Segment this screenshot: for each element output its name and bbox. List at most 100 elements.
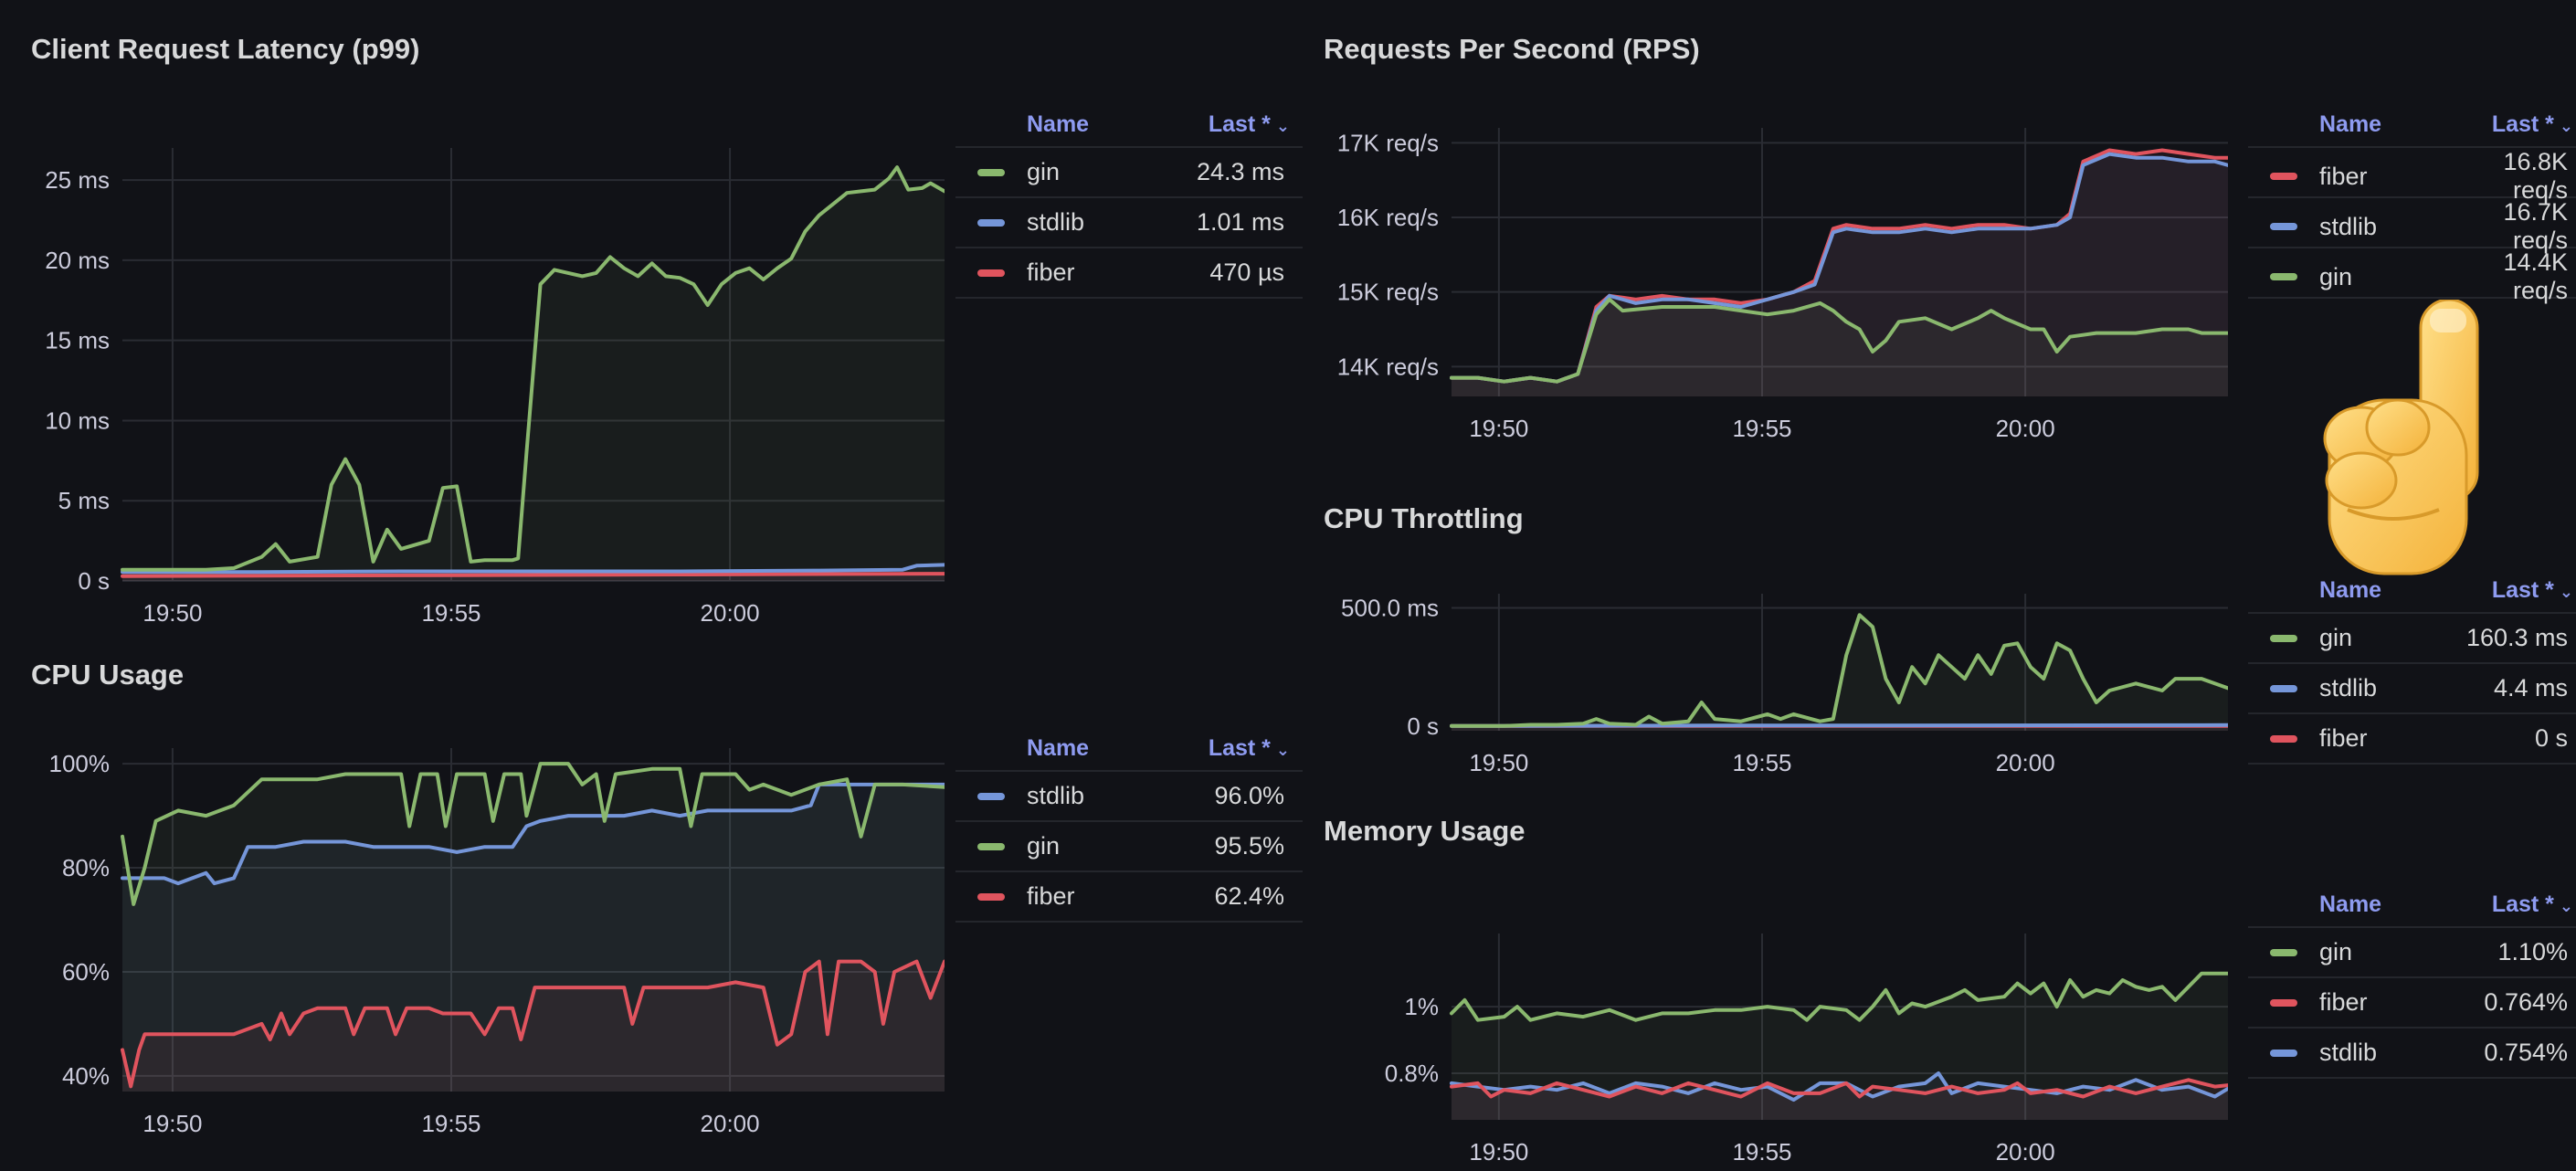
- legend-last-header[interactable]: Last * ⌄: [2491, 891, 2573, 917]
- legend-last-header[interactable]: Last * ⌄: [1208, 734, 1290, 761]
- series-area-fiber: [122, 961, 945, 1092]
- legend-name-header[interactable]: Name: [2319, 576, 2382, 603]
- series-line-gin: [1450, 613, 2228, 728]
- legend-header: Name Last * ⌄: [955, 102, 1303, 146]
- legend-name-header[interactable]: Name: [2319, 891, 2382, 917]
- series-color-swatch: [977, 269, 1005, 277]
- y-tick-label: 0 s: [78, 567, 110, 595]
- legend-row-fiber[interactable]: fiber 0 s: [2248, 712, 2576, 765]
- series-color-swatch: [2270, 734, 2297, 743]
- legend-series-value: 16.7K req/s: [2503, 198, 2568, 254]
- x-tick-label: 19:55: [1732, 1138, 1791, 1166]
- legend-row-gin[interactable]: gin 24.3 ms: [955, 146, 1303, 196]
- legend-row-fiber[interactable]: fiber 0.764%: [2248, 976, 2576, 1027]
- series-color-swatch: [2270, 998, 2297, 1007]
- pointing-hand-icon: [2311, 298, 2503, 596]
- legend-series-value: 160.3 ms: [2465, 624, 2568, 651]
- series-color-swatch: [977, 218, 1005, 227]
- series-area-stdlib: [122, 784, 945, 1092]
- y-tick-label: 5 ms: [58, 487, 110, 514]
- legend-series-value: 1.10%: [2497, 938, 2568, 965]
- legend-series-name: gin: [1027, 832, 1061, 860]
- series-color-swatch: [2270, 173, 2297, 180]
- chevron-down-icon: ⌄: [2559, 116, 2573, 135]
- legend-series-name: stdlib: [2319, 212, 2378, 240]
- legend-series-name: gin: [1027, 158, 1061, 185]
- series-line-fiber: [121, 959, 945, 1089]
- legend-last-header[interactable]: Last * ⌄: [2491, 576, 2573, 603]
- legend-series-name: stdlib: [2319, 1039, 2378, 1066]
- legend-last-header[interactable]: Last * ⌄: [2491, 111, 2573, 137]
- legend-row-fiber[interactable]: fiber 16.8K req/s: [2248, 146, 2576, 204]
- y-tick-label: 0.8%: [1385, 1060, 1439, 1087]
- legend-row-fiber[interactable]: fiber 470 µs: [955, 247, 1303, 299]
- legend-series-value: 62.4%: [1214, 882, 1284, 910]
- chevron-down-icon: ⌄: [1275, 116, 1290, 135]
- legend-row-gin[interactable]: gin 95.5%: [955, 820, 1303, 870]
- panel-cpu-throttling: CPU Throttling 0 s 500.0 ms 19:50 19:55 20:0…: [1324, 502, 2576, 786]
- legend-row-stdlib[interactable]: stdlib 0.754%: [2248, 1027, 2576, 1079]
- panel-title: Requests Per Second (RPS): [1324, 33, 1700, 65]
- legend-name-header[interactable]: Name: [2319, 111, 2382, 137]
- series-area-fiber: [1452, 150, 2228, 396]
- legend-row-fiber[interactable]: fiber 62.4%: [955, 870, 1303, 923]
- legend-header: Name Last * ⌄: [2248, 882, 2576, 926]
- panel-cpu-usage: CPU Usage 40% 60% 80% 100% 19:50 19:55 20:00 N…: [31, 659, 1303, 1171]
- legend-series-value: 0 s: [2534, 724, 2568, 752]
- legend-series-name: stdlib: [1027, 208, 1085, 236]
- chevron-down-icon: ⌄: [2559, 896, 2573, 915]
- x-tick-label: 19:55: [1732, 415, 1791, 442]
- legend-row-stdlib[interactable]: stdlib 16.7K req/s: [2248, 196, 2576, 254]
- y-tick-label: 500.0 ms: [1341, 595, 1439, 622]
- legend-row-stdlib[interactable]: stdlib 1.01 ms: [955, 196, 1303, 247]
- cpu-usage-chart[interactable]: 40% 60% 80% 100% 19:50 19:55 20:00: [31, 748, 945, 1150]
- series-area-stdlib: [1452, 153, 2228, 396]
- legend-series-value: 470 µs: [1209, 258, 1284, 286]
- legend-series-name: fiber: [1027, 258, 1075, 286]
- y-tick-label: 1%: [1404, 993, 1439, 1020]
- y-tick-label: 10 ms: [45, 406, 110, 434]
- panel-latency: Client Request Latency (p99) 0 s 5 ms 10 m…: [31, 33, 1303, 627]
- cpu-usage-legend: Name Last * ⌄ stdlib 96.0% gin 95.5% fiber 62.4%: [955, 726, 1303, 923]
- cpu-throttling-chart[interactable]: 0 s 500.0 ms 19:50 19:55 20:00: [1324, 585, 2228, 786]
- legend-row-gin[interactable]: gin 160.3 ms: [2248, 612, 2576, 662]
- legend-row-gin[interactable]: gin 14.4K req/s: [2248, 247, 2576, 304]
- latency-chart[interactable]: 0 s 5 ms 10 ms 15 ms 20 ms 25 ms 19:50 19:55 20:…: [31, 130, 945, 650]
- memory-usage-chart[interactable]: 0.8% 1% 19:50 19:55 20:00: [1324, 924, 2228, 1171]
- legend-series-value: 0.754%: [2484, 1039, 2568, 1066]
- legend-series-value: 24.3 ms: [1196, 158, 1284, 185]
- legend-series-name: fiber: [2319, 988, 2368, 1016]
- legend-last-header[interactable]: Last * ⌄: [1208, 111, 1290, 137]
- legend-series-value: 96.0%: [1214, 782, 1284, 809]
- x-tick-label: 19:50: [1469, 1138, 1528, 1166]
- x-tick-label: 19:55: [421, 1110, 480, 1137]
- latency-legend: Name Last * ⌄ gin 24.3 ms stdlib 1.01 ms fiber 4…: [955, 102, 1303, 299]
- series-line-stdlib: [121, 563, 945, 575]
- legend-series-name: gin: [2319, 938, 2353, 965]
- legend-header: Name Last * ⌄: [2248, 102, 2576, 146]
- series-color-swatch: [2270, 1049, 2297, 1057]
- x-tick-label: 20:00: [1996, 415, 2055, 442]
- series-color-swatch: [2270, 948, 2297, 956]
- rps-chart[interactable]: 14K req/s 15K req/s 16K req/s 17K req/s 19:5…: [1324, 110, 2228, 466]
- series-color-swatch: [977, 892, 1005, 901]
- plot-area: 0.8% 1% 19:50 19:55 20:00: [1385, 934, 2228, 1166]
- legend-name-header[interactable]: Name: [1027, 734, 1090, 761]
- y-tick-label: 40%: [62, 1062, 110, 1090]
- y-tick-label: 20 ms: [45, 247, 110, 274]
- legend-row-stdlib[interactable]: stdlib 96.0%: [955, 770, 1303, 820]
- series-color-swatch: [2270, 634, 2297, 642]
- x-tick-label: 19:50: [143, 1110, 202, 1137]
- legend-row-stdlib[interactable]: stdlib 4.4 ms: [2248, 662, 2576, 712]
- series-line-gin: [1450, 971, 2228, 1022]
- plot-area: 0 s 5 ms 10 ms 15 ms 20 ms 25 ms 19:50 19:55 20:…: [45, 148, 945, 627]
- series-color-swatch: [2270, 223, 2297, 230]
- legend-row-gin[interactable]: gin 1.10%: [2248, 926, 2576, 976]
- legend-series-name: fiber: [1027, 882, 1075, 910]
- panel-rps: Requests Per Second (RPS) 14K req/s 15K r…: [1324, 33, 2576, 471]
- legend-series-name: stdlib: [1027, 782, 1085, 809]
- legend-series-name: gin: [2319, 262, 2353, 290]
- series-color-swatch: [977, 168, 1005, 176]
- legend-name-header[interactable]: Name: [1027, 111, 1090, 137]
- panel-title: Memory Usage: [1324, 815, 1526, 847]
